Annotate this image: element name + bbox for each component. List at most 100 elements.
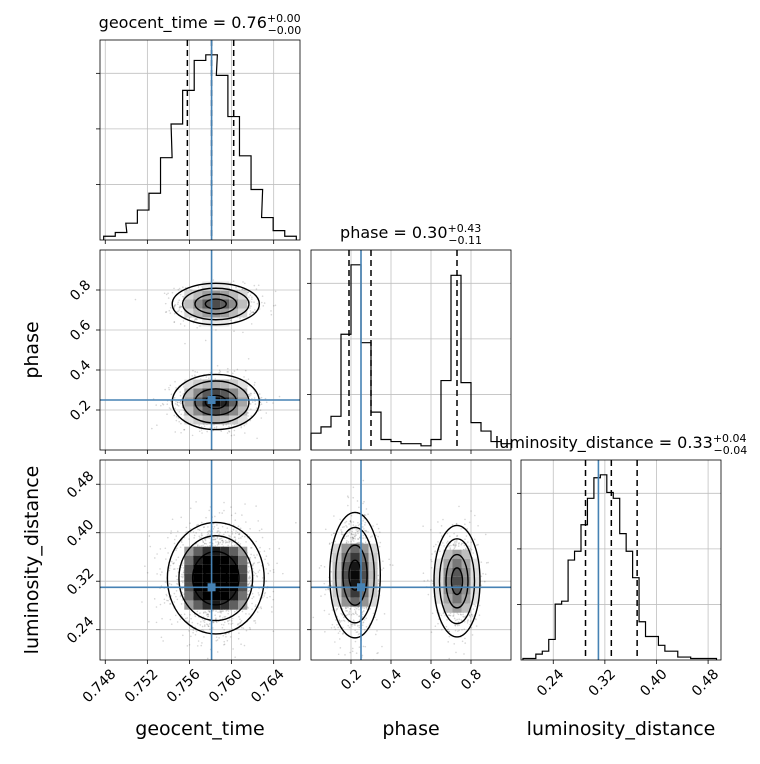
density-cell [211, 592, 220, 601]
sample-point [239, 618, 241, 620]
sample-point [244, 645, 246, 647]
sample-point [205, 376, 207, 378]
sample-point [223, 541, 225, 543]
sample-point [231, 514, 233, 516]
density-cell [184, 556, 193, 565]
sample-point [228, 623, 230, 625]
sample-point [195, 501, 197, 503]
sample-point [165, 303, 167, 305]
sample-point [251, 296, 253, 298]
sample-point [342, 614, 344, 616]
sample-point [379, 531, 381, 533]
sample-point [181, 574, 183, 576]
sample-point [235, 538, 237, 540]
sample-point [354, 624, 356, 626]
sample-point [216, 622, 218, 624]
sample-point [254, 556, 256, 558]
sample-point [254, 397, 256, 399]
sample-point [156, 622, 158, 624]
sample-point [172, 518, 174, 520]
sample-point [156, 573, 158, 575]
sample-point [164, 598, 166, 600]
sample-point [264, 302, 266, 304]
sample-point [363, 480, 365, 482]
sample-point [275, 305, 277, 307]
sample-point [380, 542, 382, 544]
sample-point [347, 505, 349, 507]
sample-point [247, 584, 249, 586]
sample-point [251, 598, 253, 600]
sample-point [161, 636, 163, 638]
sample-point [244, 503, 246, 505]
sample-point [358, 627, 360, 629]
sample-point [364, 646, 366, 648]
sample-point [232, 373, 234, 375]
sample-point [198, 424, 200, 426]
sample-point [231, 531, 233, 533]
sample-point [181, 541, 183, 543]
sample-point [223, 502, 225, 504]
sample-point [155, 404, 157, 406]
sample-point [232, 623, 234, 625]
sample-point [248, 358, 250, 360]
sample-point [392, 564, 394, 566]
sample-point [251, 603, 253, 605]
sample-point [199, 612, 201, 614]
sample-point [255, 505, 257, 507]
sample-point [150, 546, 152, 548]
sample-point [248, 590, 250, 592]
sample-point [366, 508, 368, 510]
sample-point [348, 497, 350, 499]
sample-point [242, 332, 244, 334]
density-cell [220, 601, 229, 610]
sample-point [261, 302, 263, 304]
sample-point [223, 641, 225, 643]
sample-point [329, 543, 331, 545]
sample-point [350, 541, 352, 543]
sample-point [254, 392, 256, 394]
sample-point [355, 529, 357, 531]
sample-point [352, 648, 354, 650]
sample-point [240, 643, 242, 645]
sample-point [199, 325, 201, 327]
sample-point [174, 397, 176, 399]
sample-point [189, 614, 191, 616]
sample-point [320, 595, 322, 597]
sample-point [363, 528, 365, 530]
sample-point [273, 569, 275, 571]
sample-point [349, 611, 351, 613]
sample-point [267, 573, 269, 575]
sample-point [174, 593, 176, 595]
sample-point [259, 393, 261, 395]
sample-point [209, 629, 211, 631]
sample-point [204, 543, 206, 545]
sample-point [212, 621, 214, 623]
sample-point [331, 534, 333, 536]
title-minus: −0.11 [448, 234, 482, 247]
sample-point [183, 429, 185, 431]
sample-point [197, 545, 199, 547]
sample-point [190, 618, 192, 620]
sample-point [257, 303, 259, 305]
density-cell [220, 592, 229, 601]
sample-point [354, 609, 356, 611]
sample-point [222, 610, 224, 612]
panel-content [100, 460, 300, 668]
sample-point [227, 640, 229, 642]
sample-point [339, 630, 341, 632]
sample-point [354, 538, 356, 540]
sample-point [161, 618, 163, 620]
sample-point [273, 630, 275, 632]
sample-point [256, 554, 258, 556]
sample-point [324, 594, 326, 596]
sample-point [351, 624, 353, 626]
sample-point [188, 630, 190, 632]
sample-point [244, 536, 246, 538]
y-tick-label: 0.2 [67, 397, 94, 424]
sample-point [337, 608, 339, 610]
sample-point [249, 628, 251, 630]
sample-point [204, 621, 206, 623]
sample-point [189, 644, 191, 646]
sample-point [377, 575, 379, 577]
sample-point [249, 627, 251, 629]
